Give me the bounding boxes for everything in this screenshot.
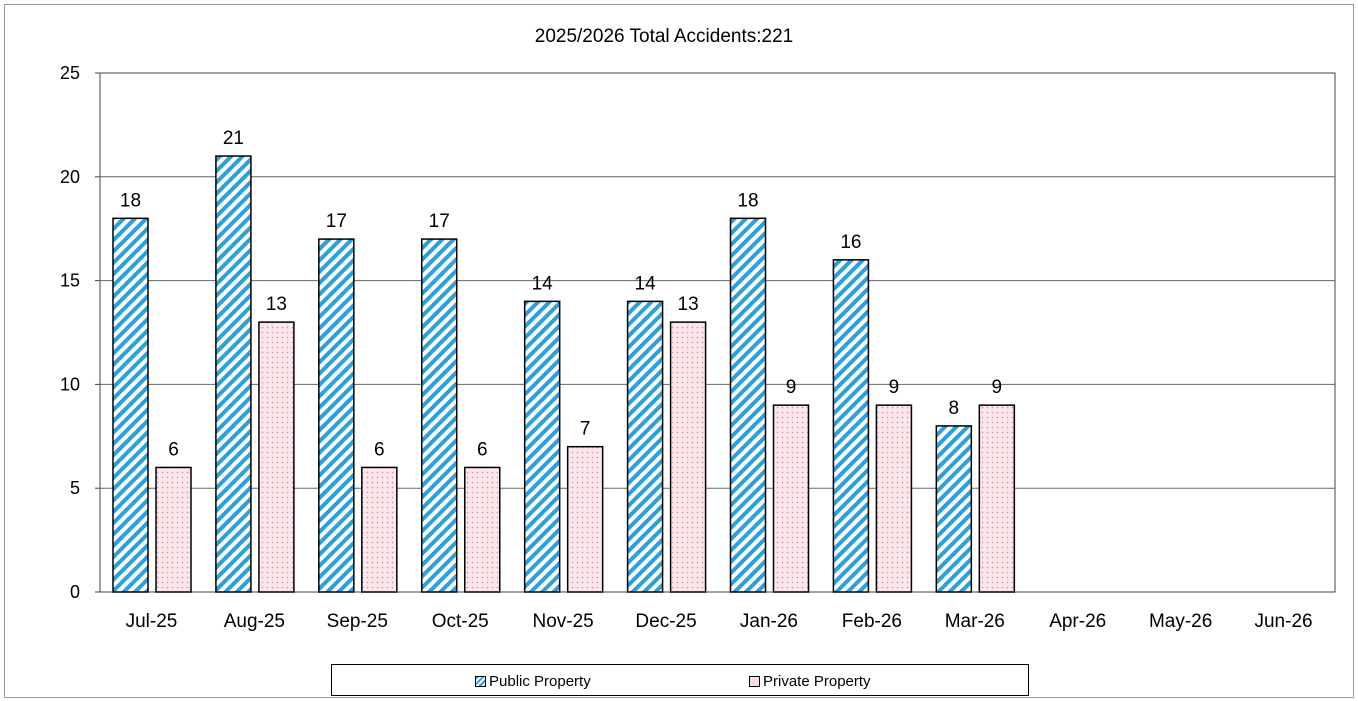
x-tick-label: Sep-25 (327, 611, 388, 632)
x-tick-label: Dec-25 (635, 611, 696, 632)
bar-private (978, 404, 1016, 593)
data-label-public: 16 (840, 232, 861, 253)
bar-private (875, 404, 913, 593)
data-label-private: 13 (678, 294, 699, 315)
data-label-public: 21 (223, 128, 244, 149)
data-label-public: 14 (532, 273, 554, 294)
y-tick-label: 5 (70, 478, 80, 498)
bar-private (258, 321, 295, 593)
data-label-private: 6 (168, 439, 179, 460)
data-label-private: 7 (580, 419, 591, 440)
x-tick-label: Apr-26 (1049, 611, 1106, 632)
data-label-public: 14 (635, 273, 657, 294)
x-tick-label: Jun-26 (1254, 611, 1312, 632)
x-tick-label: Aug-25 (224, 611, 285, 632)
chart-title: 2025/2026 Total Accidents:221 (534, 26, 794, 47)
bar-public (729, 217, 767, 593)
x-tick-label: May-26 (1149, 611, 1212, 632)
bar-private (772, 404, 810, 593)
bar-private (566, 445, 604, 593)
bar-public (935, 425, 973, 593)
data-label-private: 6 (374, 439, 385, 460)
x-tick-label: Feb-26 (842, 611, 902, 632)
x-tick-label: Oct-25 (432, 611, 489, 632)
data-label-private: 9 (889, 377, 900, 398)
bar-public (112, 217, 149, 593)
y-tick-label: 15 (60, 271, 80, 291)
y-tick-label: 0 (70, 582, 80, 602)
y-tick-label: 20 (60, 167, 80, 187)
data-label-public: 17 (429, 211, 450, 232)
bar-public (421, 238, 458, 593)
x-tick-label: Jan-26 (740, 611, 798, 632)
legend-label-private: Private Property (763, 673, 871, 690)
bar-private (464, 466, 501, 593)
x-tick-label: Nov-25 (533, 611, 594, 632)
bar-private (361, 466, 398, 593)
y-tick-label: 10 (60, 374, 80, 394)
y-tick-label: 25 (60, 63, 80, 83)
legend-swatch-private (749, 676, 760, 687)
bar-private (669, 321, 707, 593)
x-tick-label: Jul-25 (126, 611, 178, 632)
data-label-private: 6 (477, 439, 488, 460)
data-label-private: 9 (786, 377, 797, 398)
data-label-private: 13 (266, 294, 287, 315)
data-label-public: 18 (737, 190, 758, 211)
bar-public (626, 300, 664, 593)
bar-public (318, 238, 355, 593)
bar-public (832, 259, 870, 593)
chart-legend: Public Property Private Property (331, 664, 1029, 696)
plot-area (99, 72, 1336, 593)
legend-item-private: Private Property (749, 673, 871, 690)
legend-swatch-public (475, 676, 486, 687)
bar-public (523, 300, 561, 593)
data-label-public: 18 (120, 190, 141, 211)
x-tick-label: Mar-26 (945, 611, 1005, 632)
data-label-public: 17 (326, 211, 347, 232)
bar-private (155, 466, 192, 593)
bar-public (215, 155, 252, 593)
legend-label-public: Public Property (489, 673, 591, 690)
legend-item-public: Public Property (475, 673, 591, 690)
data-label-public: 8 (949, 398, 960, 419)
data-label-private: 9 (992, 377, 1003, 398)
